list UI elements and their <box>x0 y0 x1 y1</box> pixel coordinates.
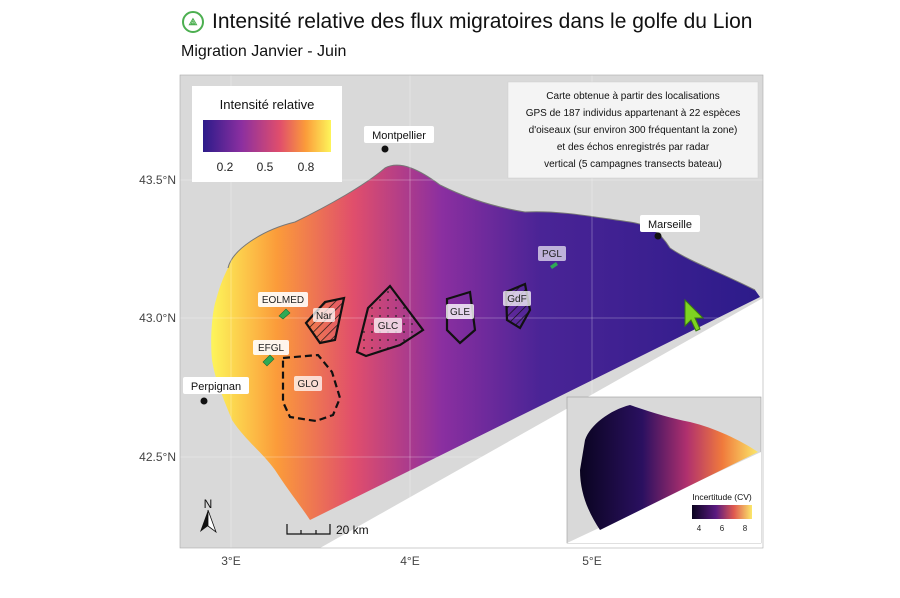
note-line: et des échos enregistrés par radar <box>557 142 710 153</box>
zone-shape <box>278 308 291 320</box>
zone-label-bg <box>253 340 289 355</box>
zone-gle: GLE <box>445 290 477 345</box>
note-box <box>507 81 759 179</box>
map-subtitle: Migration Janvier - Juin <box>181 43 347 60</box>
legend-title: Intensité relative <box>220 97 315 112</box>
north-label: N <box>204 497 213 511</box>
north-arrow-shade <box>207 509 217 534</box>
note-line: d'oiseaux (sur environ 300 fréquentant l… <box>529 125 738 136</box>
zone-label: GLO <box>297 379 318 390</box>
city-label: Montpellier <box>372 130 426 142</box>
lat-label-42-5: 42.5°N <box>139 450 176 464</box>
zone-label: GLC <box>378 321 399 332</box>
zone-label: EOLMED <box>262 295 304 306</box>
zone-nar: Nar <box>304 296 346 345</box>
zone-label: GLE <box>450 307 470 318</box>
zone-shape <box>262 354 275 367</box>
scale-label: 20 km <box>336 523 369 537</box>
inset-legend-tick: 8 <box>743 524 748 533</box>
zone-shape <box>281 353 342 423</box>
inset-legend-tick: 6 <box>720 524 725 533</box>
zone-label-bg <box>374 318 402 333</box>
inset-legend-title: Incertitude (CV) <box>692 492 752 502</box>
intensity-legend: Intensité relative 0.2 0.5 0.8 <box>192 86 342 182</box>
zone-label-bg <box>538 246 566 261</box>
city-label: Perpignan <box>191 381 241 393</box>
note-line: vertical (5 campagnes transects bateau) <box>544 159 722 170</box>
zone-shape <box>550 262 558 269</box>
scale-bar-line <box>286 524 331 535</box>
city-label-bg <box>364 126 434 143</box>
city-point <box>200 397 208 405</box>
cursor-shape <box>684 298 705 332</box>
inset-legend-tick: 4 <box>697 524 702 533</box>
zone-label-bg <box>446 304 474 319</box>
lat-label-43-5: 43.5°N <box>139 173 176 187</box>
inset-legend-colorbar <box>692 505 752 519</box>
legend-tick: 0.5 <box>257 160 274 174</box>
zone-label-bg <box>258 292 308 307</box>
cursor-arrow-icon <box>684 298 705 332</box>
zone-label: PGL <box>542 249 562 260</box>
city-label-bg <box>640 215 700 232</box>
zone-glc: GLC <box>355 284 425 358</box>
city-label: Marseille <box>648 219 692 231</box>
lon-label-3: 3°E <box>221 554 240 568</box>
scale-bar: 20 km <box>286 523 369 537</box>
city-point <box>654 232 662 240</box>
zone-gdf: GdF <box>503 282 532 330</box>
zone-label-bg <box>294 376 322 391</box>
bird-icon: ⟁ <box>182 11 204 33</box>
zone-shape <box>445 290 477 345</box>
city-montpellier: Montpellier <box>364 126 434 153</box>
city-marseille: Marseille <box>640 215 700 240</box>
note-line: GPS de 187 individus appartenant à 22 es… <box>526 108 741 119</box>
north-arrow-icon: N <box>200 497 217 534</box>
lon-label-5: 5°E <box>582 554 601 568</box>
lon-label-4: 4°E <box>400 554 419 568</box>
lat-label-43-0: 43.0°N <box>139 311 176 325</box>
uncertainty-inset: Incertitude (CV) 4 6 8 <box>566 396 762 544</box>
zone-efgl: EFGL <box>253 340 289 367</box>
flux-intensity-field <box>211 165 760 520</box>
legend-tick: 0.8 <box>298 160 315 174</box>
source-note: Carte obtenue à partir des localisations… <box>507 81 759 179</box>
city-label-bg <box>183 377 249 394</box>
zone-eolmed: EOLMED <box>258 292 308 320</box>
zone-label: EFGL <box>258 343 285 354</box>
zone-glo: GLO <box>281 353 342 423</box>
note-line: Carte obtenue à partir des localisations <box>546 91 719 102</box>
legend-colorbar <box>203 120 331 152</box>
panel-border <box>179 74 764 549</box>
map-title: Intensité relative des flux migratoires … <box>212 10 753 33</box>
zone-label: Nar <box>316 311 333 322</box>
provence-land <box>700 75 763 260</box>
zone-label-bg <box>313 308 335 322</box>
inset-uncertainty-field <box>580 405 758 530</box>
title-row: ⟁ Intensité relative des flux migratoire… <box>182 10 752 34</box>
zone-label-bg <box>503 291 531 306</box>
zone-label: GdF <box>507 294 526 305</box>
city-perpignan: Perpignan <box>183 377 249 405</box>
coastline <box>227 164 756 291</box>
zone-pgl: PGL <box>538 246 566 269</box>
city-point <box>381 145 389 153</box>
legend-tick: 0.2 <box>217 160 234 174</box>
